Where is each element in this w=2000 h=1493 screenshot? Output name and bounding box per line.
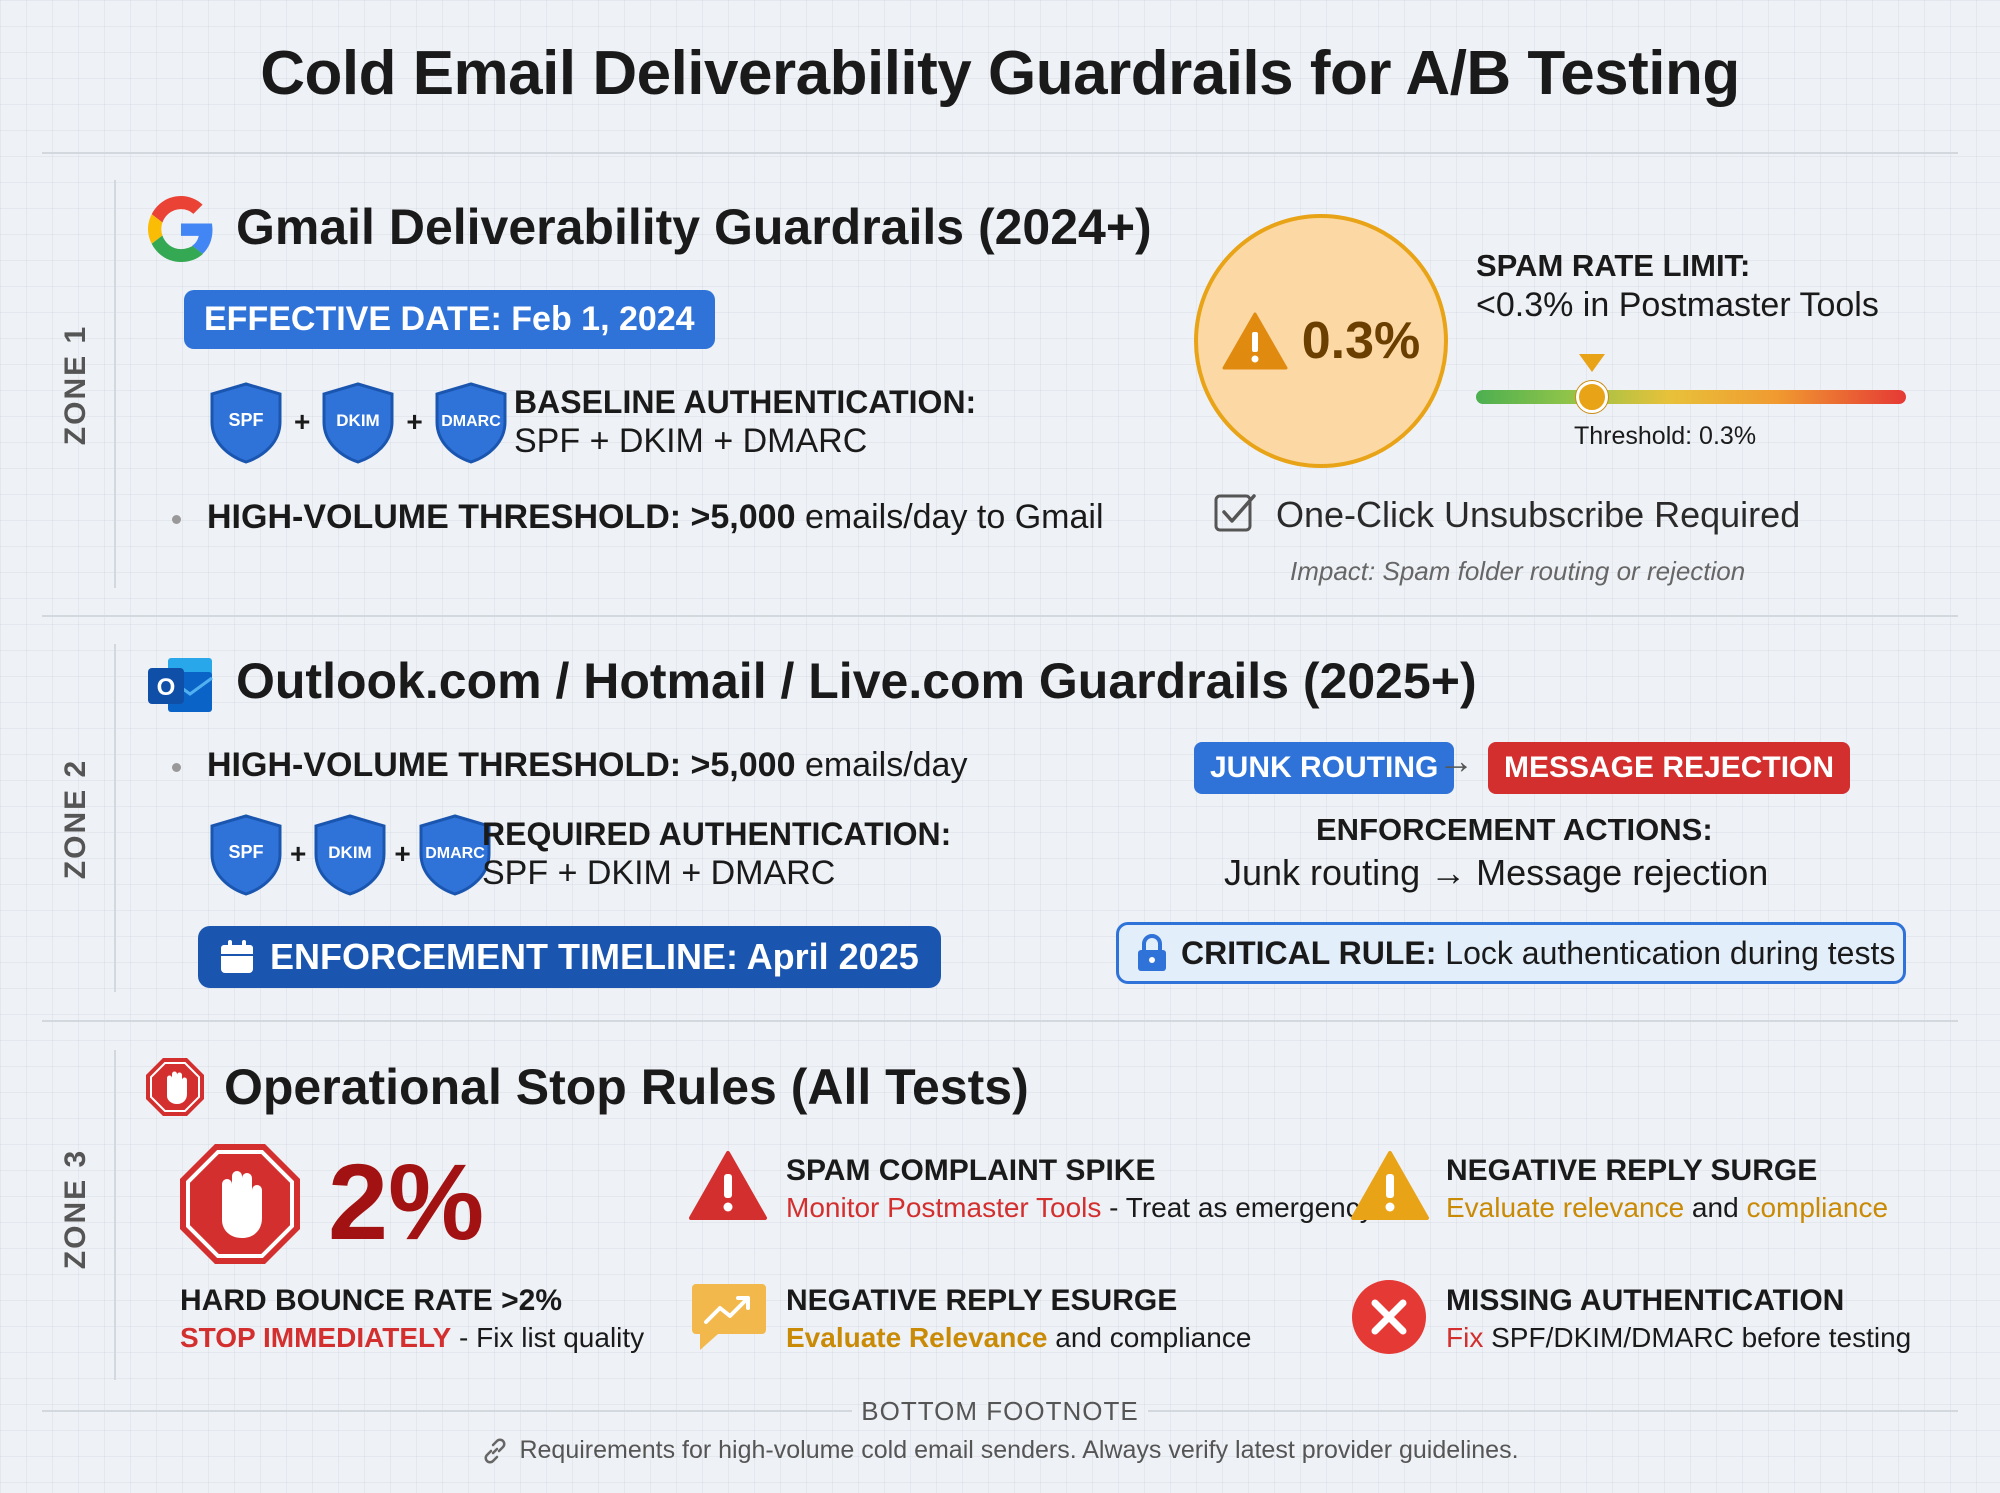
footer-note: Requirements for high-volume cold email … [0,1436,2000,1465]
dmarc-shield-icon: DMARC [435,382,507,464]
stop-sign-icon [180,1144,300,1264]
footer-divider [1148,1410,1958,1412]
rule-missing-auth-detail: Fix SPF/DKIM/DMARC before testing [1446,1322,1912,1353]
rule-reply-esurge-title: NEGATIVE REPLY ESURGE [786,1284,1178,1317]
zone-2-title: Outlook.com / Hotmail / Live.com Guardra… [236,653,1477,709]
svg-text:DKIM: DKIM [337,411,380,430]
dmarc-shield-icon: DMARC [419,814,491,896]
spam-rate-circle: 0.3% [1194,214,1448,468]
required-auth-heading: REQUIRED AUTHENTICATION: [482,816,952,852]
dkim-shield-icon: DKIM [322,382,394,464]
threshold-caption: Threshold: 0.3% [1574,422,1757,450]
zone-divider [114,180,116,588]
enforcement-heading: ENFORCEMENT ACTIONS: [1316,812,1713,847]
warning-red-icon [689,1151,767,1220]
footer-heading: BOTTOM FOOTNOTE [861,1396,1139,1426]
plus-sign: + [290,838,307,869]
svg-text:SPF: SPF [228,842,263,862]
auth-shields: SPF + DKIM + DMARC [204,380,513,464]
zone-1-label: ZONE 1 [59,324,92,446]
svg-text:DMARC: DMARC [425,845,485,862]
baseline-auth-value: SPF + DKIM + DMARC [514,422,868,460]
bounce-action: STOP IMMEDIATELY - Fix list quality [180,1322,645,1353]
warning-icon [1222,312,1288,370]
footer-note-text: Requirements for high-volume cold email … [519,1436,1519,1464]
calendar-icon [221,940,253,973]
threshold-marker [1576,381,1609,413]
effective-date-badge: EFFECTIVE DATE: Feb 1, 2024 [184,290,715,349]
footer-divider [42,1410,852,1412]
svg-text:DMARC: DMARC [441,413,501,430]
divider [42,615,1958,617]
zone-1-title: Gmail Deliverability Guardrails (2024+) [236,199,1152,255]
spam-rate-value: 0.3% [1301,312,1421,370]
stop-hand-icon [146,1058,204,1116]
zone-3-title: Operational Stop Rules (All Tests) [224,1059,1029,1115]
lock-icon [1138,934,1166,971]
x-circle-icon [1352,1280,1426,1354]
spf-shield-icon: SPF [210,382,282,464]
page-title: Cold Email Deliverability Guardrails for… [260,39,1740,108]
google-icon [148,196,213,262]
baseline-auth-heading: BASELINE AUTHENTICATION: [514,384,977,420]
rule-reply-esurge-detail: Evaluate Relevance and compliance [786,1322,1252,1353]
outlook-icon: O [148,658,213,712]
bullet-dot [172,762,181,772]
message-rejection-tag: MESSAGE REJECTION [1488,742,1851,794]
plus-sign: + [294,406,311,437]
zone-divider [114,1050,116,1380]
junk-routing-tag: JUNK ROUTING [1194,742,1455,794]
svg-text:DKIM: DKIM [329,843,372,862]
rule-reply-surge-detail: Evaluate relevance and compliance [1446,1192,1889,1223]
zone-3-label: ZONE 3 [59,1148,92,1270]
divider [42,1020,1958,1022]
zone-divider [114,644,116,992]
plus-sign: + [406,406,423,437]
zone-2-label: ZONE 2 [59,758,92,880]
gmail-threshold: HIGH-VOLUME THRESHOLD: >5,000 emails/day… [172,498,1104,537]
trend-chat-icon [692,1284,766,1350]
outlook-threshold: HIGH-VOLUME THRESHOLD: >5,000 emails/day [172,746,967,785]
svg-text:O: O [157,674,176,701]
link-icon [484,1438,506,1463]
spam-limit-heading: SPAM RATE LIMIT: [1476,248,1751,283]
auth-shields: SPF + DKIM + DMARC [204,812,497,896]
rule-spam-detail: Monitor Postmaster Tools - Treat as emer… [786,1192,1374,1223]
enforcement-value: Junk routing → Message rejection [1224,852,1769,893]
plus-sign: + [394,838,411,869]
bounce-percentage: 2% [328,1141,485,1262]
arrow-icon: → [1438,740,1474,781]
rule-missing-auth-title: MISSING AUTHENTICATION [1446,1284,1845,1317]
rule-spam-title: SPAM COMPLAINT SPIKE [786,1154,1156,1187]
warning-amber-icon [1351,1151,1429,1220]
checkbox-icon [1214,494,1256,532]
threshold-pointer-icon [1579,354,1606,372]
threshold-bar [1476,390,1906,404]
bullet-dot [172,514,181,524]
spam-limit-value: <0.3% in Postmaster Tools [1476,286,1879,324]
impact-note: Impact: Spam folder routing or rejection [1290,556,1746,586]
enforcement-timeline-text: ENFORCEMENT TIMELINE: April 2025 [270,936,919,977]
required-auth-value: SPF + DKIM + DMARC [482,854,836,892]
dkim-shield-icon: DKIM [314,814,386,896]
bounce-heading: HARD BOUNCE RATE >2% [180,1284,562,1317]
enforcement-timeline-badge: ENFORCEMENT TIMELINE: April 2025 [198,926,941,988]
critical-rule-text: CRITICAL RULE: Lock authentication durin… [1181,934,1896,971]
svg-text:SPF: SPF [228,410,263,430]
spf-shield-icon: SPF [210,814,282,896]
critical-rule-box: CRITICAL RULE: Lock authentication durin… [1116,922,1906,984]
divider [42,152,1958,154]
rule-reply-surge-title: NEGATIVE REPLY SURGE [1446,1154,1818,1187]
unsubscribe-requirement: One-Click Unsubscribe Required [1276,494,1801,535]
